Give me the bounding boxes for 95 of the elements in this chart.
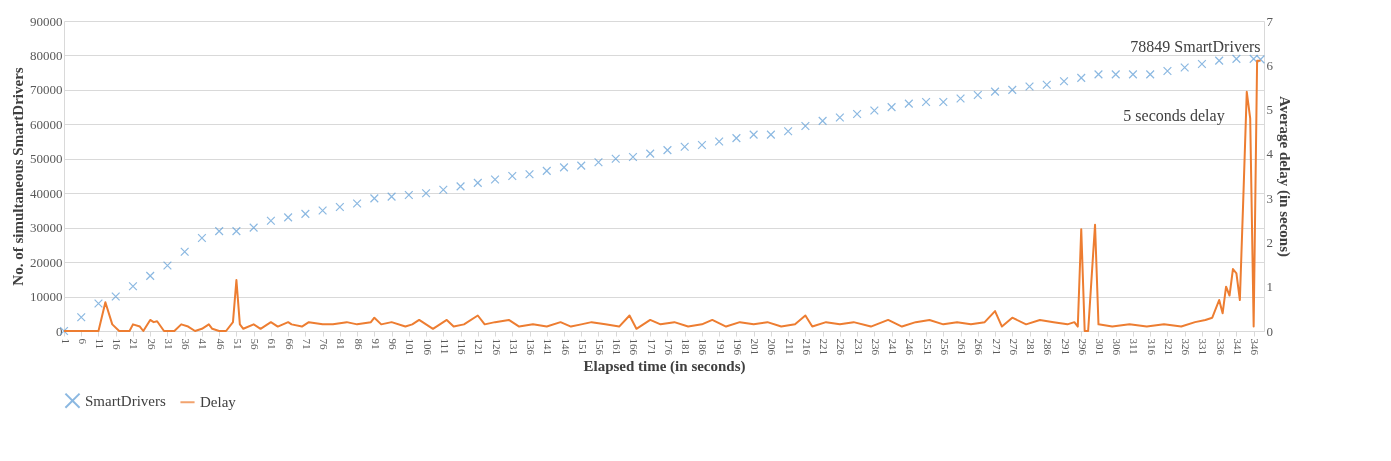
x-tick-label: 6 — [76, 338, 89, 345]
x-tick-label: 186 — [697, 338, 710, 356]
x-tick-label: 331 — [1197, 338, 1210, 355]
y2-tick-label: 6 — [1266, 57, 1274, 73]
x-tick-label: 51 — [231, 338, 244, 350]
x-axis-title: Elapsed time (in seconds) — [583, 358, 746, 375]
x-tick-label: 31 — [162, 338, 175, 350]
x-tick-label: 241 — [887, 338, 900, 355]
x-tick-label: 281 — [1025, 338, 1038, 355]
x-tick-label: 236 — [869, 338, 882, 356]
x-tick-label: 131 — [507, 338, 520, 355]
x-tick-label: 121 — [473, 338, 486, 355]
x-tick-label: 341 — [1231, 338, 1244, 355]
y-tick-label: 60000 — [30, 116, 63, 132]
x-tick-label: 336 — [1214, 338, 1227, 356]
x-tick-label: 56 — [249, 338, 262, 350]
y-axis-title: No. of simultaneous SmartDrivers — [10, 67, 26, 286]
x-tick-label: 191 — [714, 338, 727, 355]
x-tick-label: 11 — [93, 338, 106, 350]
y2-tick-label: 3 — [1266, 190, 1273, 206]
x-tick-label: 266 — [973, 338, 986, 356]
x-tick-label: 206 — [766, 338, 779, 356]
x-tick-label: 216 — [800, 338, 813, 356]
y-tick-label: 30000 — [30, 220, 63, 236]
x-tick-label: 286 — [1042, 338, 1055, 356]
x-tick-label: 271 — [990, 338, 1003, 355]
x-tick-label: 251 — [921, 338, 934, 355]
legend-label: SmartDrivers — [85, 392, 166, 409]
x-tick-label: 156 — [593, 338, 606, 356]
x-tick-label: 166 — [628, 338, 641, 356]
x-tick-label: 21 — [128, 338, 141, 350]
x-tick-label: 136 — [525, 338, 538, 356]
x-tick-label: 86 — [352, 338, 365, 350]
x-tick-label: 146 — [559, 338, 572, 356]
x-tick-label: 181 — [680, 338, 693, 355]
x-tick-label: 296 — [1076, 338, 1089, 356]
x-tick-label: 1 — [59, 338, 72, 344]
x-tick-label: 176 — [662, 338, 675, 356]
x-tick-label: 246 — [904, 338, 917, 356]
x-tick-label: 291 — [1059, 338, 1072, 355]
y2-tick-label: 5 — [1266, 102, 1273, 118]
x-tick-label: 316 — [1145, 338, 1158, 356]
x-tick-label: 321 — [1162, 338, 1175, 355]
y2-tick-label: 2 — [1266, 234, 1273, 250]
y2-tick-label: 1 — [1266, 279, 1273, 295]
y-tick-label: 20000 — [30, 254, 63, 270]
x-tick-label: 261 — [956, 338, 969, 355]
x-tick-label: 161 — [611, 338, 624, 355]
x-tick-label: 231 — [852, 338, 865, 355]
x-tick-label: 106 — [421, 338, 434, 356]
x-tick-label: 171 — [645, 338, 658, 355]
annotation: 5 seconds delay — [1123, 107, 1225, 125]
x-tick-label: 76 — [318, 338, 331, 350]
y2-tick-label: 7 — [1266, 13, 1274, 29]
x-tick-label: 46 — [214, 338, 227, 350]
x-tick-label: 81 — [335, 338, 348, 350]
x-tick-label: 221 — [818, 338, 831, 355]
x-tick-label: 201 — [749, 338, 762, 355]
x-tick-label: 101 — [404, 338, 417, 355]
x-tick-label: 211 — [783, 338, 796, 355]
legend-label: Delay — [200, 394, 237, 411]
x-tick-label: 256 — [938, 338, 951, 356]
y-tick-label: 70000 — [30, 82, 63, 98]
y-tick-label: 90000 — [30, 13, 63, 29]
y2-axis-title: Average delay (in secons) — [1276, 96, 1293, 257]
x-tick-label: 36 — [180, 338, 193, 350]
y-tick-label: 0 — [56, 323, 63, 339]
x-tick-label: 16 — [111, 338, 124, 350]
annotation: 78849 SmartDrivers — [1130, 38, 1261, 56]
x-tick-label: 71 — [300, 338, 313, 350]
x-tick-label: 151 — [576, 338, 589, 355]
y2-tick-label: 4 — [1266, 146, 1274, 162]
x-tick-label: 116 — [456, 338, 469, 356]
x-tick-label: 111 — [438, 338, 451, 355]
y-tick-label: 80000 — [30, 47, 63, 63]
x-tick-label: 41 — [197, 338, 210, 350]
x-tick-label: 326 — [1180, 338, 1193, 356]
x-tick-label: 126 — [490, 338, 503, 356]
x-tick-label: 346 — [1249, 338, 1262, 356]
x-tick-label: 66 — [283, 338, 296, 350]
x-tick-label: 311 — [1128, 338, 1141, 355]
y-tick-label: 10000 — [30, 289, 63, 305]
y-tick-label: 40000 — [30, 185, 63, 201]
x-tick-label: 276 — [1007, 338, 1020, 356]
x-tick-label: 301 — [1093, 338, 1106, 355]
x-tick-label: 26 — [145, 338, 158, 350]
x-tick-label: 141 — [542, 338, 555, 355]
x-tick-label: 91 — [369, 338, 382, 350]
x-tick-label: 226 — [835, 338, 848, 356]
x-tick-label: 96 — [387, 338, 400, 350]
x-tick-label: 61 — [266, 338, 279, 350]
y2-tick-label: 0 — [1266, 323, 1273, 339]
x-tick-label: 196 — [731, 338, 744, 356]
y-tick-label: 50000 — [30, 151, 63, 167]
x-tick-label: 306 — [1111, 338, 1124, 356]
